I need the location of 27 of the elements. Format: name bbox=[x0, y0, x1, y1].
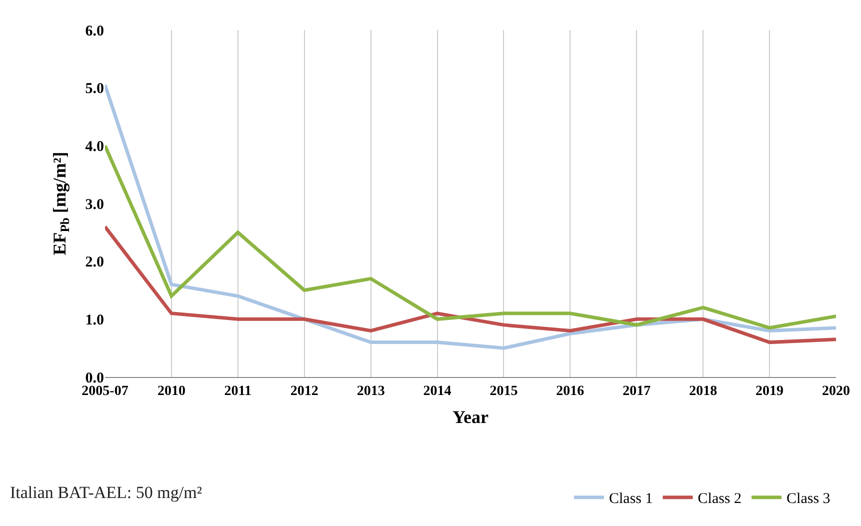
y-tick-label: 2.0 bbox=[85, 254, 104, 271]
x-tick-label: 2020 bbox=[822, 384, 850, 399]
x-tick-label: 2013 bbox=[356, 384, 385, 399]
x-tick-label: 2015 bbox=[490, 384, 518, 399]
x-tick-label: 2011 bbox=[224, 384, 252, 399]
x-axis-title: Year bbox=[452, 406, 488, 427]
x-tick-label: 2010 bbox=[157, 384, 186, 399]
y-tick-label: 4.0 bbox=[85, 138, 104, 155]
x-tick-label: 2005-07 bbox=[82, 384, 128, 399]
x-tick-label: 2018 bbox=[689, 384, 718, 399]
y-tick-label: 6.0 bbox=[85, 23, 104, 40]
y-tick-label: 3.0 bbox=[85, 196, 104, 213]
legend-label: Class 1 bbox=[609, 491, 653, 508]
x-tick-label: 2012 bbox=[290, 384, 318, 399]
y-tick-label: 0.0 bbox=[85, 370, 104, 386]
x-tick-label: 2017 bbox=[622, 384, 651, 399]
x-tick-label: 2014 bbox=[423, 384, 452, 399]
legend-label: Class 2 bbox=[698, 491, 742, 508]
line-series bbox=[105, 83, 836, 350]
y-tick-label: 1.0 bbox=[85, 312, 104, 328]
x-tick-label: 2016 bbox=[556, 384, 584, 399]
line-series bbox=[105, 144, 836, 330]
x-tick-label: 2019 bbox=[756, 384, 784, 399]
line-series bbox=[105, 224, 836, 344]
y-tick-label: 5.0 bbox=[85, 81, 104, 98]
legend-label: Class 3 bbox=[786, 491, 830, 508]
text: Italian BAT-AEL: 50 mg/m² bbox=[10, 483, 202, 502]
